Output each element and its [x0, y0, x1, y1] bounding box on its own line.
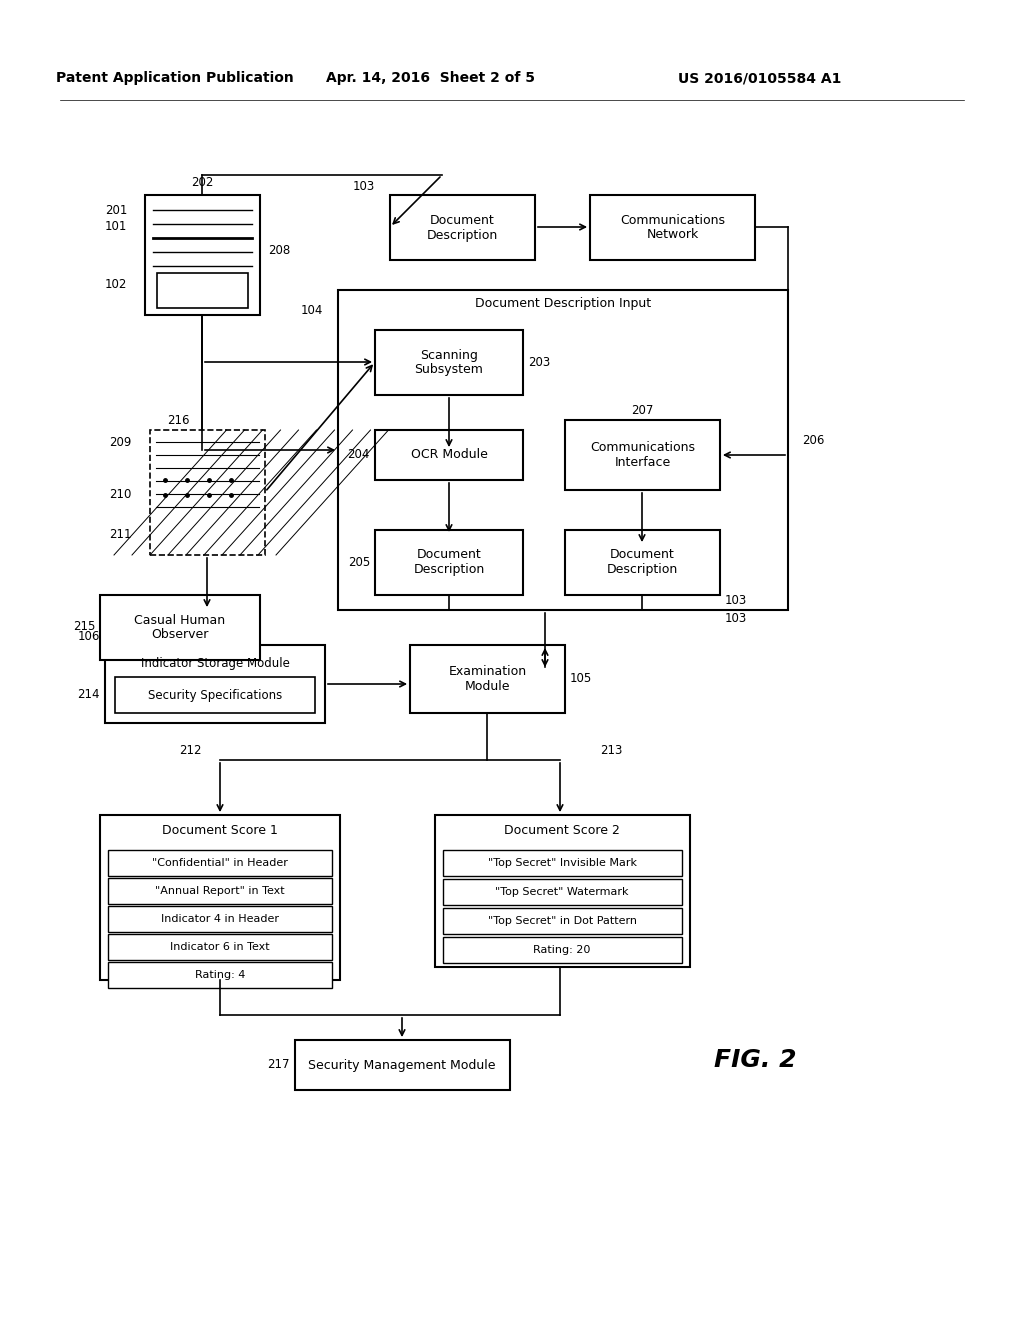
Text: 202: 202 [190, 177, 213, 190]
Bar [108, 962, 332, 987]
Text: 102: 102 [104, 279, 127, 292]
Bar [108, 906, 332, 932]
Text: "Confidential" in Header: "Confidential" in Header [152, 858, 288, 869]
Bar [108, 878, 332, 904]
Text: "Annual Report" in Text: "Annual Report" in Text [156, 886, 285, 896]
Text: Communications
Interface: Communications Interface [590, 441, 695, 469]
Bar [565, 420, 720, 490]
Bar [100, 814, 340, 979]
Bar [375, 430, 523, 480]
Text: 209: 209 [110, 436, 132, 449]
Text: 201: 201 [104, 203, 127, 216]
Text: 216: 216 [167, 413, 189, 426]
Text: 103: 103 [725, 611, 748, 624]
Bar [443, 937, 682, 964]
Bar [157, 273, 248, 308]
Text: Apr. 14, 2016  Sheet 2 of 5: Apr. 14, 2016 Sheet 2 of 5 [326, 71, 535, 84]
Text: Examination
Module: Examination Module [449, 665, 526, 693]
Bar [443, 850, 682, 876]
Text: Document
Description: Document Description [607, 549, 678, 577]
Bar [443, 879, 682, 906]
Text: "Top Secret" Invisible Mark: "Top Secret" Invisible Mark [487, 858, 637, 869]
Bar [295, 1040, 510, 1090]
Text: Scanning
Subsystem: Scanning Subsystem [415, 348, 483, 376]
Text: 213: 213 [600, 743, 623, 756]
Text: 205: 205 [348, 556, 370, 569]
Text: OCR Module: OCR Module [411, 449, 487, 462]
Bar [590, 195, 755, 260]
Text: 104: 104 [301, 304, 323, 317]
Text: 207: 207 [631, 404, 653, 417]
Text: 103: 103 [725, 594, 748, 606]
Text: "Top Secret" in Dot Pattern: "Top Secret" in Dot Pattern [487, 916, 637, 927]
Bar [108, 850, 332, 876]
Text: Rating: 20: Rating: 20 [534, 945, 591, 954]
Text: 103: 103 [352, 181, 375, 194]
Bar [375, 330, 523, 395]
Text: 215: 215 [73, 620, 95, 634]
Text: US 2016/0105584 A1: US 2016/0105584 A1 [678, 71, 842, 84]
Bar [100, 595, 260, 660]
Text: "Top Secret" Watermark: "Top Secret" Watermark [496, 887, 629, 898]
Bar [390, 195, 535, 260]
Text: Security Management Module: Security Management Module [308, 1059, 496, 1072]
Bar [410, 645, 565, 713]
Text: Document Score 2: Document Score 2 [504, 825, 620, 837]
Bar [105, 645, 325, 723]
Text: Document Description Input: Document Description Input [475, 297, 651, 310]
Text: 210: 210 [110, 488, 132, 502]
Bar [150, 430, 265, 554]
Bar [108, 935, 332, 960]
Bar [565, 531, 720, 595]
Text: Indicator 6 in Text: Indicator 6 in Text [170, 942, 269, 952]
Bar [435, 814, 690, 968]
Text: 204: 204 [347, 449, 370, 462]
Text: Rating: 4: Rating: 4 [195, 970, 245, 979]
Text: 105: 105 [570, 672, 592, 685]
Bar [375, 531, 523, 595]
Bar [145, 195, 260, 315]
Text: 211: 211 [110, 528, 132, 541]
Text: Casual Human
Observer: Casual Human Observer [134, 614, 225, 642]
Text: 101: 101 [104, 220, 127, 234]
Text: Document Score 1: Document Score 1 [162, 825, 278, 837]
Bar [443, 908, 682, 935]
Text: 106: 106 [78, 631, 100, 644]
Text: 212: 212 [179, 743, 202, 756]
Text: 214: 214 [78, 689, 100, 701]
Text: Security Specifications: Security Specifications [147, 689, 283, 701]
Text: Indicator 4 in Header: Indicator 4 in Header [161, 913, 279, 924]
Text: Indicator Storage Module: Indicator Storage Module [140, 656, 290, 669]
Text: Document
Description: Document Description [427, 214, 498, 242]
Text: 203: 203 [528, 355, 550, 368]
Bar [115, 677, 315, 713]
Text: 206: 206 [802, 433, 824, 446]
Text: Document
Description: Document Description [414, 549, 484, 577]
Text: Patent Application Publication: Patent Application Publication [56, 71, 294, 84]
Text: 208: 208 [268, 243, 290, 256]
Text: Communications
Network: Communications Network [620, 214, 725, 242]
Bar [338, 290, 788, 610]
Text: 217: 217 [267, 1059, 290, 1072]
Text: FIG. 2: FIG. 2 [714, 1048, 797, 1072]
